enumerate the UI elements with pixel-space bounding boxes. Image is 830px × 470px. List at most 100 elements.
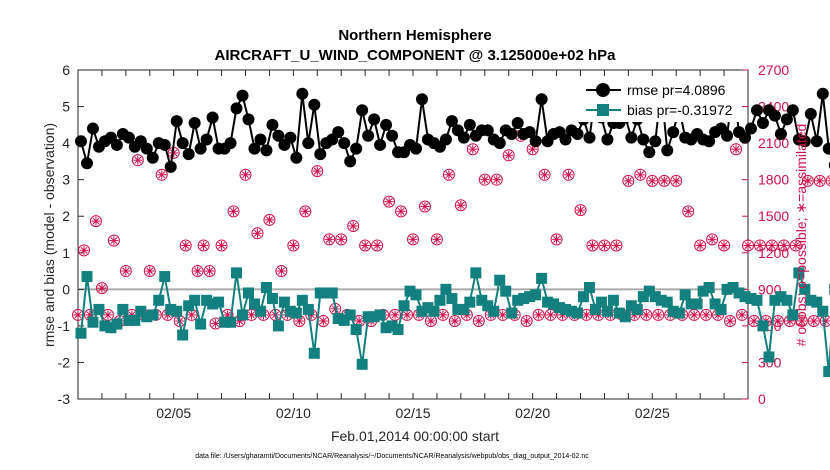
obs-possible-marker: [682, 205, 695, 218]
rmse-point: [164, 160, 177, 173]
obs-assimilated-marker: [133, 155, 143, 165]
obs-possible-marker: [179, 239, 192, 252]
bias-point: [129, 314, 141, 326]
bias-point: [177, 329, 189, 341]
rmse-point: [535, 93, 548, 106]
rmse-point: [302, 137, 315, 150]
rmse-point: [350, 142, 363, 155]
bias-point: [739, 291, 751, 303]
bias-point: [470, 267, 482, 279]
rmse-point: [505, 127, 518, 140]
bias-point: [619, 311, 631, 323]
obs-possible-marker: [646, 174, 659, 187]
obs-assimilated-marker: [701, 310, 711, 320]
bias-point: [296, 294, 308, 306]
rmse-point: [182, 148, 195, 161]
obs-assimilated-marker: [480, 175, 490, 185]
bias-point: [213, 296, 225, 308]
bias-point: [266, 292, 278, 304]
obs-assimilated-marker: [791, 240, 801, 250]
bias-point: [799, 283, 811, 295]
bias-point: [637, 291, 649, 303]
obs-possible-marker: [275, 265, 288, 278]
obs-possible-marker: [430, 233, 443, 246]
obs-possible-marker: [131, 154, 144, 167]
legend-bias-marker: [597, 104, 609, 116]
y-tick-label: 6: [62, 62, 70, 78]
obs-possible-marker: [789, 239, 802, 252]
bias-point: [518, 292, 530, 304]
rmse-point: [768, 109, 781, 122]
rmse-point: [380, 118, 393, 131]
obs-assimilated-marker: [623, 176, 633, 186]
y2-tick-label: 1500: [758, 208, 789, 224]
bias-point: [554, 302, 566, 314]
rmse-point: [463, 118, 476, 131]
bias-point: [356, 358, 368, 370]
rmse-point: [774, 127, 787, 140]
obs-assimilated-marker: [450, 316, 460, 326]
rmse-point: [266, 118, 279, 131]
bias-point: [404, 285, 416, 297]
bias-point: [368, 311, 380, 323]
obs-possible-marker: [383, 195, 396, 208]
obs-assimilated-marker: [348, 221, 358, 231]
obs-assimilated-marker: [97, 283, 107, 293]
rmse-point: [314, 148, 327, 161]
obs-assimilated-marker: [276, 266, 286, 276]
bias-point: [823, 366, 830, 378]
y-tick-label: 2: [62, 208, 70, 224]
y2-tick-label: 0: [758, 391, 766, 407]
obs-possible-marker: [765, 239, 778, 252]
bias-point: [308, 347, 320, 359]
obs-assimilated-marker: [707, 234, 717, 244]
bias-point: [775, 291, 787, 303]
obs-possible-marker: [706, 233, 719, 246]
obs-possible-marker: [574, 204, 587, 217]
obs-assimilated-marker: [402, 310, 412, 320]
rmse-point: [140, 142, 153, 155]
rmse-point: [559, 133, 572, 146]
rmse-point: [242, 113, 255, 126]
obs-assimilated-marker: [773, 316, 783, 326]
obs-assimilated-marker: [552, 234, 562, 244]
bias-point: [763, 351, 775, 363]
obs-assimilated-marker: [384, 197, 394, 207]
rmse-point: [529, 135, 542, 148]
obs-possible-marker: [287, 239, 300, 252]
bias-point: [649, 291, 661, 303]
rmse-point: [206, 111, 219, 124]
y2-tick-label: 2700: [758, 62, 789, 78]
obs-possible-marker: [466, 143, 479, 156]
bias-point: [577, 291, 589, 303]
rmse-point: [248, 142, 261, 155]
obs-possible-marker: [143, 265, 156, 278]
obs-possible-marker: [239, 168, 252, 181]
rmse-point: [667, 126, 680, 139]
y-tick-label: 3: [62, 172, 70, 188]
bias-point: [536, 272, 548, 284]
obs-assimilated-marker: [103, 310, 113, 320]
rmse-point: [284, 131, 297, 144]
obs-possible-marker: [724, 315, 737, 328]
obs-possible-marker: [407, 233, 419, 246]
obs-possible-marker: [203, 265, 216, 278]
bias-point: [494, 274, 506, 286]
obs-assimilated-marker: [396, 206, 406, 216]
rmse-point: [74, 135, 87, 148]
obs-assimilated-marker: [193, 266, 203, 276]
bias-point: [278, 296, 290, 308]
bias-point: [93, 303, 105, 315]
obs-assimilated-marker: [498, 310, 508, 320]
rmse-point: [457, 131, 470, 144]
bias-point: [500, 285, 512, 297]
bias-point: [787, 309, 799, 321]
obs-possible-marker: [825, 175, 830, 187]
y2-tick-label: 1200: [758, 245, 789, 261]
obs-assimilated-marker: [300, 206, 310, 216]
obs-possible-marker: [736, 308, 749, 321]
obs-assimilated-marker: [743, 240, 753, 250]
bias-point: [673, 307, 685, 319]
obs-possible-marker: [478, 173, 491, 186]
obs-assimilated-marker: [653, 310, 663, 320]
